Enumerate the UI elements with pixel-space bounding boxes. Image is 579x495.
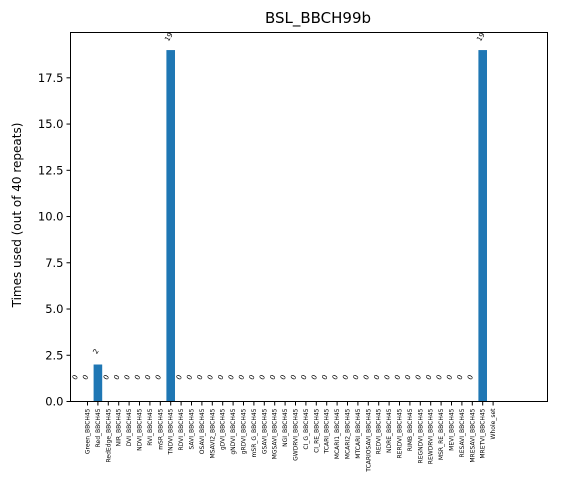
data-label: 0 [175, 374, 184, 382]
x-tick-label: REDVI_BBCH45 [376, 408, 383, 454]
x-tick-label: OSAVI_BBCH45 [199, 408, 206, 454]
bar [478, 50, 487, 402]
x-tick-label: RDVI_BBCH45 [178, 408, 185, 450]
data-label: 0 [404, 374, 413, 382]
x-tick-label: Green_BBCH45 [85, 408, 92, 454]
data-label: 0 [133, 374, 142, 382]
data-label: 0 [300, 374, 309, 382]
x-tick-label: CI_G_BBCH45 [303, 408, 310, 449]
bars [93, 50, 487, 402]
x-tick-label: GSAVI_BBCH45 [261, 408, 268, 454]
x-tick-label: Red_BBCH45 [95, 408, 102, 447]
x-tick-label: gNDVI_BBCH45 [230, 408, 237, 454]
x-tick-label: gRDVI_BBCH45 [241, 408, 248, 454]
x-tick-label: RVI_BBCH45 [147, 408, 154, 445]
x-tick-label: TNDVI_BBCH45 [168, 408, 175, 455]
data-label: 0 [352, 374, 361, 382]
y-tick-label: 2.5 [45, 348, 63, 362]
data-label: 0 [123, 374, 132, 382]
data-label: 0 [206, 374, 215, 382]
data-label: 0 [237, 374, 246, 382]
x-tick-label: MRETVI_BBCH45 [480, 408, 487, 458]
data-label: 0 [362, 374, 371, 382]
data-label: 0 [414, 374, 423, 382]
y-tick-label: 7.5 [45, 256, 63, 270]
x-tick-label: mSR_G_BBCH45 [251, 408, 258, 457]
x-tick-label: NDRE_BBCH45 [386, 408, 393, 453]
data-label: 0 [102, 374, 111, 382]
data-label: 0 [456, 374, 465, 382]
y-tick-label: 17.5 [38, 71, 64, 85]
data-label: 0 [289, 374, 298, 382]
x-tick-label: MTCARI_BBCH45 [355, 408, 362, 458]
chart-title: BSL_BBCH99b [265, 9, 371, 28]
x-tick-label: DVI_BBCH45 [126, 408, 133, 446]
x-tick-label: MGSAVI_BBCH45 [272, 408, 279, 459]
x-tick-label: SAVI_BBCH45 [189, 408, 196, 449]
data-label: 0 [341, 374, 350, 382]
bar [93, 364, 103, 402]
plot-frame [70, 32, 548, 402]
data-label: 0 [112, 374, 121, 382]
data-label: 0 [71, 374, 80, 382]
y-tick-label: 10.0 [38, 210, 64, 224]
x-tick-label: MRESAVI_BBCH45 [469, 408, 476, 462]
x-tick-label: REGNDVI_BBCH45 [417, 408, 424, 463]
x-tick-label: NGI_BBCH45 [282, 408, 289, 447]
bar [166, 50, 175, 402]
data-label: 19 [163, 31, 174, 43]
y-tick-label: 12.5 [38, 163, 64, 177]
data-label: 0 [268, 374, 277, 382]
x-tick-label: gDVI_BBCH45 [220, 408, 227, 450]
data-label: 0 [144, 374, 153, 382]
x-tick-label: MCARI2_BBCH45 [345, 408, 352, 459]
x-tick-label: MEVI_BBCH45 [449, 408, 456, 450]
x-tick-label: mSR_BBCH45 [157, 408, 164, 449]
x-tick-label: TCARIOSAVI_BBCH45 [365, 408, 372, 472]
y-axis: 0.0 2.5 5.0 7.5 10.0 12.5 15.0 17.5 [38, 71, 71, 409]
x-tick-label: NDVI_BBCH45 [137, 408, 144, 451]
x-tick-label: CI_RE_BBCH45 [313, 408, 320, 453]
x-tick-label: Whole_set [490, 408, 497, 440]
x-tick-label: RERDVI_BBCH45 [397, 408, 404, 458]
y-tick-label: 15.0 [38, 117, 64, 131]
data-label: 0 [310, 374, 319, 382]
x-axis: Green_BBCH45 Red_BBCH45 RedEdge_BBCH45 NIR_… [85, 401, 497, 473]
data-label: 19 [475, 31, 486, 43]
data-label: 0 [258, 374, 267, 382]
data-label: 0 [227, 374, 236, 382]
x-tick-label: MSR_RE_BBCH45 [438, 408, 445, 460]
x-tick-label: RESAVI_BBCH45 [459, 408, 466, 457]
data-label: 0 [424, 374, 433, 382]
data-label: 0 [383, 374, 392, 382]
data-label: 0 [435, 374, 444, 382]
x-tick-label: NIR_BBCH45 [116, 408, 123, 446]
x-tick-label: MSAVI2_BBCH45 [209, 408, 216, 458]
data-label: 0 [445, 374, 454, 382]
x-tick-label: GWDRVI_BBCH45 [293, 408, 300, 461]
data-label: 0 [216, 374, 225, 382]
data-label: 0 [393, 374, 402, 382]
data-label: 0 [466, 374, 475, 382]
data-label: 0 [248, 374, 257, 382]
data-label: 2 [92, 348, 101, 356]
data-label: 0 [372, 374, 381, 382]
x-tick-label: REWDRVI_BBCH45 [428, 408, 435, 464]
data-label: 0 [279, 374, 288, 382]
data-label: 0 [320, 374, 329, 382]
data-label: 0 [185, 374, 194, 382]
x-tick-label: RIMB_BBCH45 [407, 408, 414, 451]
y-axis-label: Times used (out of 40 repeats) [10, 123, 24, 309]
data-label: 0 [154, 374, 163, 382]
y-tick-label: 0.0 [45, 395, 63, 409]
x-tick-label: RedEdge_BBCH45 [105, 408, 112, 462]
y-tick-label: 5.0 [45, 302, 63, 316]
data-label: 0 [81, 374, 90, 382]
x-tick-label: MCARI1_BBCH45 [334, 408, 341, 459]
data-label: 0 [331, 374, 340, 382]
x-tick-label: TCARI_BBCH45 [324, 408, 331, 454]
data-label: 0 [196, 374, 205, 382]
